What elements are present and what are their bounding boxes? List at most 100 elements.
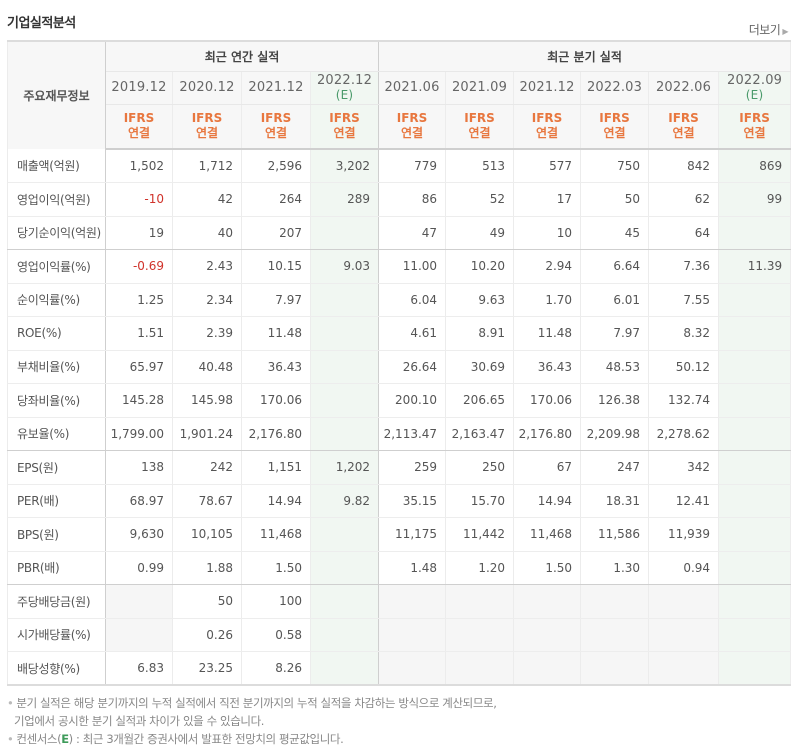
table-cell [718,383,792,418]
table-cell: 11,442 [445,517,515,552]
table-cell: 67 [513,450,582,485]
row-label: 부채비율(%) [7,350,106,384]
basis-standard: IFRS [329,111,360,126]
table-cell [648,651,720,686]
row-header-title: 주요재무정보 [7,41,106,149]
table-cell: 11,586 [580,517,650,552]
table-cell: 842 [648,149,720,183]
period-header: 2021.12 [241,71,311,105]
table-cell: 145.98 [172,383,242,418]
table-cell: 1.70 [513,283,582,317]
row-label: 배당성향(%) [7,651,106,686]
table-row: 시가배당률(%) 0.26 0.58 [7,618,792,652]
section-title: 기업실적분석 [7,16,76,31]
basis-scope: 연결 [743,126,766,141]
table-cell: 207 [241,216,311,250]
table-cell: 2,278.62 [648,417,720,451]
more-link[interactable]: 더보기 ▶ [749,21,789,38]
basis-scope: 연결 [195,126,219,141]
financial-summary-table: 주요재무정보 최근 연간 실적 최근 분기 실적 2019.12 2020.12 2… [7,40,792,686]
bullet-icon: • [7,696,14,710]
basis-standard: IFRS [739,111,770,126]
basis-standard: IFRS [260,111,292,126]
table-cell: 7.97 [241,283,311,317]
table-cell: 4.61 [378,316,447,351]
table-row: 유보율(%) 1,799.00 1,901.24 2,176.80 2,113.47 2,… [7,417,792,451]
table-cell: 9.03 [309,249,380,284]
accounting-basis: IFRS 연결 [513,104,582,150]
period-header: 2022.09 (E) [718,71,792,105]
row-label: 당기순이익(억원) [7,216,106,250]
period-date: 2020.12 [179,79,235,95]
estimate-marker: (E) [745,87,764,102]
accounting-basis: IFRS 연결 [105,104,173,150]
table-cell: 40 [172,216,242,250]
table-cell: 1,202 [309,450,380,485]
table-cell: 1.51 [105,316,173,351]
table-cell [445,584,515,619]
table-cell: 45 [580,216,650,250]
table-cell: 342 [648,450,720,485]
table-cell [580,584,650,619]
note-quarterly-cont: 기업에서 공시한 분기 실적과 차이가 있을 수 있습니다. [14,714,265,728]
table-cell: 1,151 [241,450,311,485]
table-cell: 47 [378,216,447,250]
table-cell: 99 [718,182,792,217]
row-label: ROE(%) [7,316,106,351]
table-cell [718,618,792,652]
table-cell: 2,176.80 [513,417,582,451]
period-date: 2022.09 [726,72,783,88]
basis-scope: 연결 [603,126,626,141]
table-row: 영업이익(억원) -10 42 264 289 86 52 17 50 62 99 [7,182,792,217]
table-cell: 0.58 [241,618,311,652]
table-cell: 513 [445,149,515,183]
period-date: 2021.06 [384,79,440,95]
accounting-basis: IFRS 연결 [580,104,650,150]
table-cell: 36.43 [241,350,311,384]
table-cell: 17 [513,182,582,217]
row-label: PBR(배) [7,551,106,585]
table-cell: 1,712 [172,149,242,183]
table-cell: 36.43 [513,350,582,384]
basis-standard: IFRS [191,111,223,126]
table-cell [718,316,792,351]
table-cell: 18.31 [580,484,650,518]
table-cell: 6.04 [378,283,447,317]
accounting-basis: IFRS 연결 [445,104,515,150]
table-cell: 9,630 [105,517,173,552]
table-cell: 259 [378,450,447,485]
period-date: 2021.09 [451,79,508,95]
table-cell: 65.97 [105,350,173,384]
table-cell: -0.69 [105,249,173,284]
table-cell: 2,209.98 [580,417,650,451]
accounting-basis: IFRS 연결 [378,104,447,150]
table-cell [648,584,720,619]
table-cell: 78.67 [172,484,242,518]
note-consensus: • 컨센서스(E) : 최근 3개월간 증권사에서 발표한 전망치의 평균값입니다… [7,732,344,746]
table-cell: 30.69 [445,350,515,384]
period-date: 2022.06 [655,79,712,95]
period-header: 2021.06 [378,71,447,105]
table-row: 배당성향(%) 6.83 23.25 8.26 [7,651,792,686]
row-label: 영업이익률(%) [7,249,106,284]
table-cell: 7.55 [648,283,720,317]
table-cell: 11.39 [718,249,792,284]
table-cell: 1.50 [241,551,311,585]
basis-standard: IFRS [531,111,563,126]
table-row: BPS(원) 9,630 10,105 11,468 11,175 11,442 11,46… [7,517,792,552]
period-header: 2021.09 [445,71,515,105]
table-cell: 1,901.24 [172,417,242,451]
basis-scope: 연결 [333,126,356,141]
period-header: 2019.12 [105,71,173,105]
table-cell: 6.64 [580,249,650,284]
table-cell [580,651,650,686]
table-cell: 2,113.47 [378,417,447,451]
table-cell: 100 [241,584,311,619]
table-cell: 14.94 [241,484,311,518]
bullet-icon: • [7,732,14,746]
table-cell: 2.34 [172,283,242,317]
row-label: 시가배당률(%) [7,618,106,652]
table-cell: 1,799.00 [105,417,173,451]
table-cell: 132.74 [648,383,720,418]
row-label: BPS(원) [7,517,106,552]
